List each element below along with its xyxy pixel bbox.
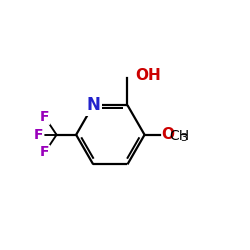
- Text: CH: CH: [170, 128, 190, 142]
- Text: F: F: [40, 146, 50, 160]
- Text: O: O: [161, 127, 174, 142]
- Text: F: F: [40, 110, 50, 124]
- Text: F: F: [34, 128, 44, 142]
- Text: OH: OH: [135, 68, 160, 83]
- Text: 3: 3: [180, 133, 187, 143]
- Text: N: N: [86, 96, 100, 114]
